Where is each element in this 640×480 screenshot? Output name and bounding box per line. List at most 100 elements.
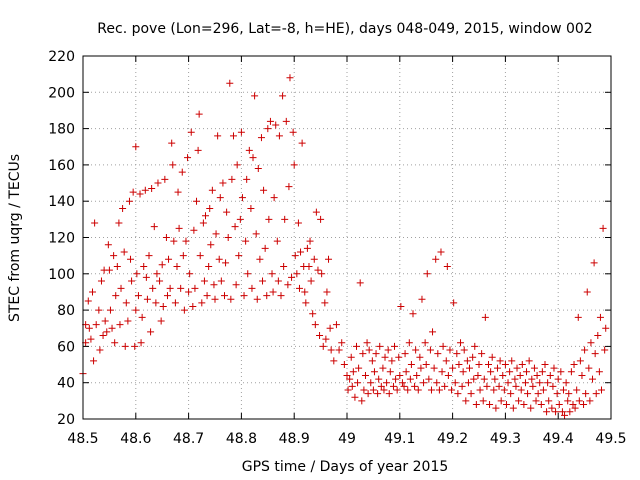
data-point <box>281 215 289 223</box>
data-point <box>187 128 195 136</box>
data-point <box>582 390 590 398</box>
data-point <box>265 215 273 223</box>
data-points <box>79 74 610 419</box>
data-point <box>256 255 264 263</box>
data-point <box>117 284 125 292</box>
data-point <box>177 284 185 292</box>
data-point <box>536 379 544 387</box>
data-point <box>363 339 371 347</box>
data-point <box>374 390 382 398</box>
data-point <box>379 364 387 372</box>
data-point <box>236 215 244 223</box>
data-point <box>469 353 477 361</box>
data-point <box>569 400 577 408</box>
data-point <box>509 404 517 412</box>
data-point <box>175 224 183 232</box>
data-point <box>196 252 204 260</box>
data-point <box>92 321 100 329</box>
data-point <box>496 357 504 365</box>
data-point <box>407 361 415 369</box>
data-point <box>132 306 140 314</box>
data-point <box>245 146 253 154</box>
data-point <box>253 295 261 303</box>
data-point <box>285 183 293 191</box>
data-point <box>195 110 203 118</box>
data-point <box>174 188 182 196</box>
data-point <box>142 273 150 281</box>
data-point <box>480 375 488 383</box>
data-point <box>513 364 521 372</box>
data-point <box>166 284 174 292</box>
data-point <box>206 204 214 212</box>
data-point <box>448 386 456 394</box>
data-point <box>147 328 155 336</box>
data-point <box>270 194 278 202</box>
data-point <box>228 175 236 183</box>
data-point <box>95 306 103 314</box>
data-point <box>316 332 324 340</box>
data-point <box>442 357 450 365</box>
data-point <box>485 361 493 369</box>
data-point <box>532 397 540 405</box>
data-point <box>544 379 552 387</box>
data-point <box>555 400 563 408</box>
data-point <box>413 371 421 379</box>
data-point <box>420 379 428 387</box>
data-point <box>386 368 394 376</box>
data-point <box>453 350 461 358</box>
y-tick-label: 200 <box>48 85 75 101</box>
data-point <box>601 346 609 354</box>
data-point <box>343 371 351 379</box>
data-point <box>602 324 610 332</box>
data-point <box>219 179 227 187</box>
data-point <box>347 353 355 361</box>
data-point <box>364 390 372 398</box>
data-point <box>455 361 463 369</box>
data-point <box>562 379 570 387</box>
data-point <box>338 339 346 347</box>
data-point <box>321 299 329 307</box>
data-point <box>433 379 441 387</box>
data-point <box>103 328 111 336</box>
data-point <box>594 332 602 340</box>
data-point <box>586 397 594 405</box>
data-point <box>150 223 158 231</box>
data-point <box>269 288 277 296</box>
data-point <box>429 328 437 336</box>
data-point <box>538 368 546 376</box>
y-axis-ticks: 20 40 60 80 100 120 140 160 180 200 220 <box>48 49 611 428</box>
data-point <box>521 379 529 387</box>
data-point <box>417 364 425 372</box>
data-point <box>395 353 403 361</box>
data-point <box>203 292 211 300</box>
data-point <box>210 281 218 289</box>
data-point <box>471 342 479 350</box>
data-point <box>247 204 255 212</box>
data-point <box>129 188 137 196</box>
data-point <box>212 230 220 238</box>
data-point <box>432 255 440 263</box>
y-tick-label: 20 <box>57 412 75 428</box>
data-point <box>90 357 98 365</box>
data-point <box>463 357 471 365</box>
data-point <box>458 382 466 390</box>
data-point <box>330 357 338 365</box>
data-point <box>361 371 369 379</box>
data-point <box>134 292 142 300</box>
data-point <box>349 368 357 376</box>
data-point <box>462 397 470 405</box>
data-point <box>227 295 235 303</box>
data-point <box>257 134 265 142</box>
data-point <box>385 390 393 398</box>
data-point <box>412 346 420 354</box>
data-point <box>318 270 326 278</box>
data-point <box>460 346 468 354</box>
data-point <box>451 379 459 387</box>
data-point <box>418 295 426 303</box>
data-point <box>165 255 173 263</box>
data-point <box>508 357 516 365</box>
data-point <box>397 302 405 310</box>
data-point <box>193 197 201 205</box>
data-point <box>145 252 153 260</box>
data-point <box>518 361 526 369</box>
